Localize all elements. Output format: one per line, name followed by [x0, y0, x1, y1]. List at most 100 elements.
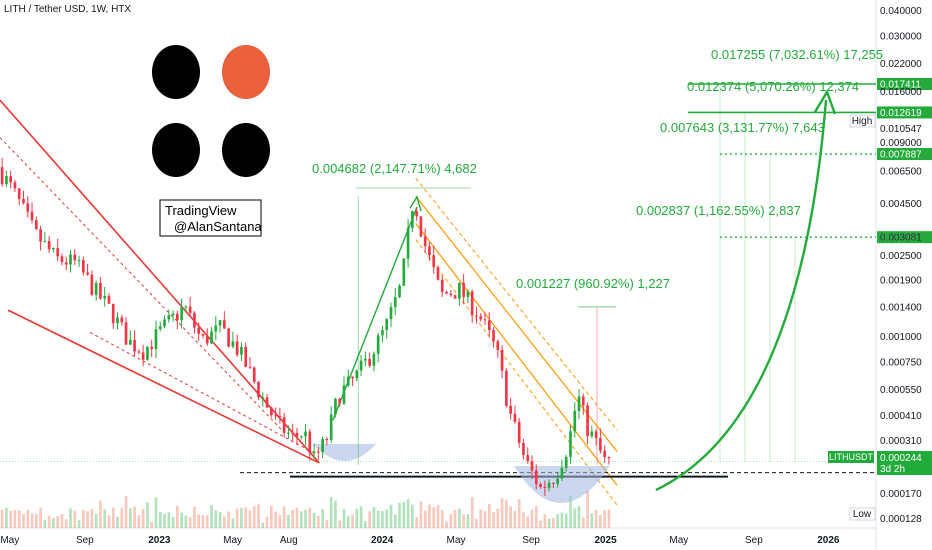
candle-body	[94, 282, 98, 295]
y-tick-label: 0.016000	[880, 87, 922, 98]
candle-body	[470, 291, 474, 316]
candle-body	[513, 413, 517, 422]
candle-body	[274, 415, 277, 417]
candle-body	[13, 182, 17, 189]
volume-bar	[440, 510, 444, 528]
candle-body	[359, 360, 363, 371]
x-tick-label: Sep	[745, 535, 763, 546]
volume-bar	[133, 506, 136, 528]
bottom-highlight-2	[514, 466, 610, 503]
dot-black-1	[152, 45, 200, 99]
candle-body	[90, 274, 94, 295]
volume-bar	[188, 517, 192, 528]
candle-body	[52, 248, 55, 250]
volume-bar	[77, 520, 81, 528]
candle-body	[547, 482, 551, 488]
candle-body	[436, 267, 440, 280]
x-tick-label: Aug	[280, 535, 298, 546]
volume-bar	[47, 515, 51, 528]
candle-body	[116, 317, 119, 324]
volume-bar	[436, 505, 440, 528]
volume-bar	[218, 511, 222, 528]
low-badge: Low	[849, 507, 876, 521]
candle-body	[312, 451, 316, 454]
candle-body	[462, 282, 465, 298]
x-tick-label: May	[223, 535, 242, 546]
impulse-arrowhead	[409, 195, 422, 212]
candle-body	[500, 349, 504, 371]
candle-body	[308, 431, 312, 454]
volume-bar	[26, 510, 30, 528]
last-price-value: 0.000244	[880, 453, 922, 464]
target-label: 0.012374 (5,070.26%) 12,374	[687, 79, 859, 94]
volume-bar	[534, 505, 538, 528]
candle-body	[393, 297, 397, 308]
candle-body	[17, 188, 21, 200]
volume-bar	[475, 519, 478, 528]
projection-arrow	[655, 99, 828, 492]
volume-bar	[530, 509, 534, 528]
candle-body	[154, 329, 158, 350]
volume-bar	[385, 509, 389, 528]
candle-body	[496, 341, 500, 350]
watermark-line1: TradingView	[165, 203, 237, 218]
candle-body	[227, 328, 230, 347]
volume-bar	[543, 514, 547, 528]
target-badge-value: 0.007887	[880, 150, 922, 161]
candle-body	[402, 258, 406, 286]
candle-body	[201, 333, 205, 336]
price-axis[interactable]: 0.040000 0.030000 0.022000 0.016000 0.010547…	[880, 6, 922, 525]
candle-body	[458, 282, 461, 299]
volume-bar	[278, 515, 282, 528]
dot-black-2	[152, 123, 200, 177]
volume-bar	[9, 510, 13, 528]
volume-bar	[94, 513, 98, 528]
candle-body	[150, 346, 154, 350]
candle-body	[522, 442, 525, 456]
candle-body	[346, 376, 350, 386]
volume-bar	[398, 502, 401, 528]
y-tick-label: 0.009000	[880, 138, 922, 149]
candle-body	[171, 313, 175, 316]
volume-bar	[509, 506, 512, 528]
high-badge: High	[849, 114, 876, 128]
candle-body	[270, 407, 273, 416]
volume-bar	[423, 510, 427, 528]
volume-bar	[338, 520, 342, 528]
candle-body	[364, 358, 367, 361]
volume-bar	[240, 507, 243, 528]
time-axis[interactable]: May Sep 2023 May Aug 2024 May Sep 2025 May Sep 2026	[0, 535, 840, 546]
candle-body	[368, 358, 371, 366]
candle-body	[351, 376, 354, 379]
volume-bar	[86, 511, 89, 528]
y-tick-label: 0.000750	[880, 358, 922, 369]
target-badge	[877, 148, 932, 161]
volume-bar	[99, 500, 102, 528]
x-tick-label: 2023	[148, 535, 171, 546]
volume-bar	[265, 516, 269, 528]
candle-body	[325, 439, 329, 441]
volume-bar	[389, 504, 393, 528]
volume-bar	[432, 507, 436, 528]
candle-body	[487, 320, 491, 331]
volume-bar	[13, 509, 17, 528]
symbol-badge: LITHUSDT	[828, 451, 874, 463]
volume-bar	[334, 500, 337, 528]
candle-body	[120, 317, 124, 323]
volume-bar	[167, 512, 171, 528]
chart-title: LITH / Tether USD, 1W, HTX	[4, 4, 131, 15]
volume-bar	[150, 521, 154, 528]
volume-bar	[607, 509, 611, 528]
channel-line	[415, 177, 618, 431]
candle-body	[103, 296, 107, 299]
dots-logo	[152, 45, 270, 177]
y-tick-label: 0.000550	[880, 385, 922, 396]
measurement-annotations: 0.004682 (2,147.71%) 4,682 0.001227 (960.…	[312, 161, 670, 465]
volume-bar	[210, 505, 213, 528]
candle-body	[167, 315, 171, 320]
volume-bar	[154, 497, 158, 528]
volume-bar	[261, 522, 265, 528]
candle-body	[60, 256, 64, 263]
candle-body	[231, 341, 235, 347]
